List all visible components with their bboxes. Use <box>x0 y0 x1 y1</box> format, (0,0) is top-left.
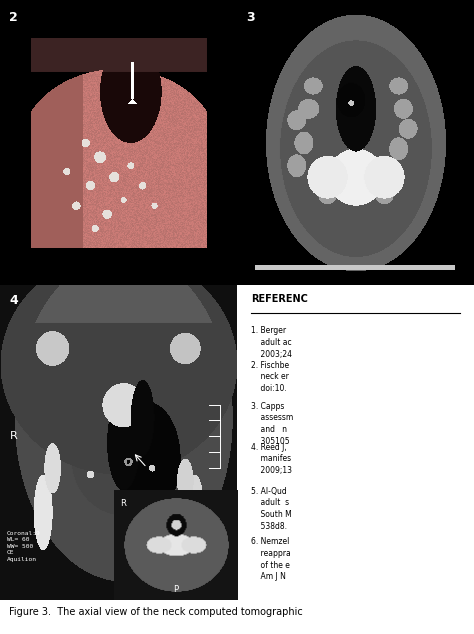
Text: 3. Capps
    assessm
    and   n
    305105: 3. Capps assessm and n 305105 <box>251 401 293 446</box>
Text: R: R <box>120 498 126 508</box>
Text: 2: 2 <box>9 11 18 24</box>
Text: 5. Al-Qud
    adult  s
    South M
    538d8.: 5. Al-Qud adult s South M 538d8. <box>251 487 292 531</box>
Text: 1. Berger
    adult ac
    2003;24: 1. Berger adult ac 2003;24 <box>251 326 292 359</box>
Text: 6. Nemzel
    reappra
    of the e
    Am J N: 6. Nemzel reappra of the e Am J N <box>251 537 291 581</box>
Text: P: P <box>173 585 178 595</box>
Text: 2. Fischbe
    neck er
    doi:10.: 2. Fischbe neck er doi:10. <box>251 361 289 393</box>
Text: 4: 4 <box>9 294 18 307</box>
Text: Figure 3.  The axial view of the neck computed tomographic: Figure 3. The axial view of the neck com… <box>9 607 303 617</box>
Text: F: F <box>116 581 121 590</box>
Text: R: R <box>9 431 17 441</box>
Text: REFERENC: REFERENC <box>251 294 308 304</box>
Text: Coronal:9
WL= 60
WW= 500
CE
Aquilion: Coronal:9 WL= 60 WW= 500 CE Aquilion <box>7 531 41 562</box>
Text: 4. Reed J,
    manifes
    2009;13: 4. Reed J, manifes 2009;13 <box>251 443 292 475</box>
Text: 3: 3 <box>246 11 255 24</box>
